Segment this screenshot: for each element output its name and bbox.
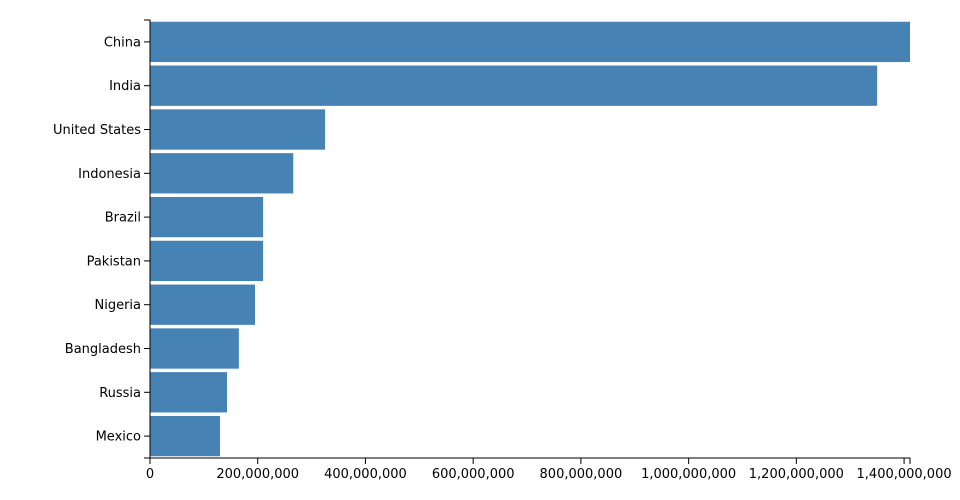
x-tick-label: 0 [146,467,154,482]
y-axis [144,19,151,459]
bar [150,240,264,282]
x-tick-label: 1,400,000,000 [857,467,952,482]
y-tick-label: Pakistan [87,254,141,269]
y-tick-label: Indonesia [78,167,141,182]
bar [150,415,221,457]
bar [150,21,910,63]
x-tick-label: 400,000,000 [324,467,407,482]
y-tick-label: China [104,35,141,50]
bar [150,372,228,413]
y-tick-label: India [109,79,141,94]
x-tick-label: 800,000,000 [540,467,623,482]
bar [150,153,294,194]
y-tick-label: United States [53,123,141,138]
y-tick-label: Russia [99,386,141,401]
y-tick-label: Bangladesh [65,342,141,357]
x-tick-label: 600,000,000 [432,467,515,482]
y-tick-label: Nigeria [94,298,141,313]
x-tick-label: 1,200,000,000 [749,467,844,482]
bar [150,65,878,106]
bar [150,328,239,369]
y-tick-label: Brazil [105,211,141,226]
bar [150,284,256,325]
x-tick-label: 1,000,000,000 [641,467,736,482]
bar [150,196,264,238]
bar [150,109,326,150]
x-tick-label: 200,000,000 [216,467,299,482]
y-tick-label: Mexico [96,430,141,445]
